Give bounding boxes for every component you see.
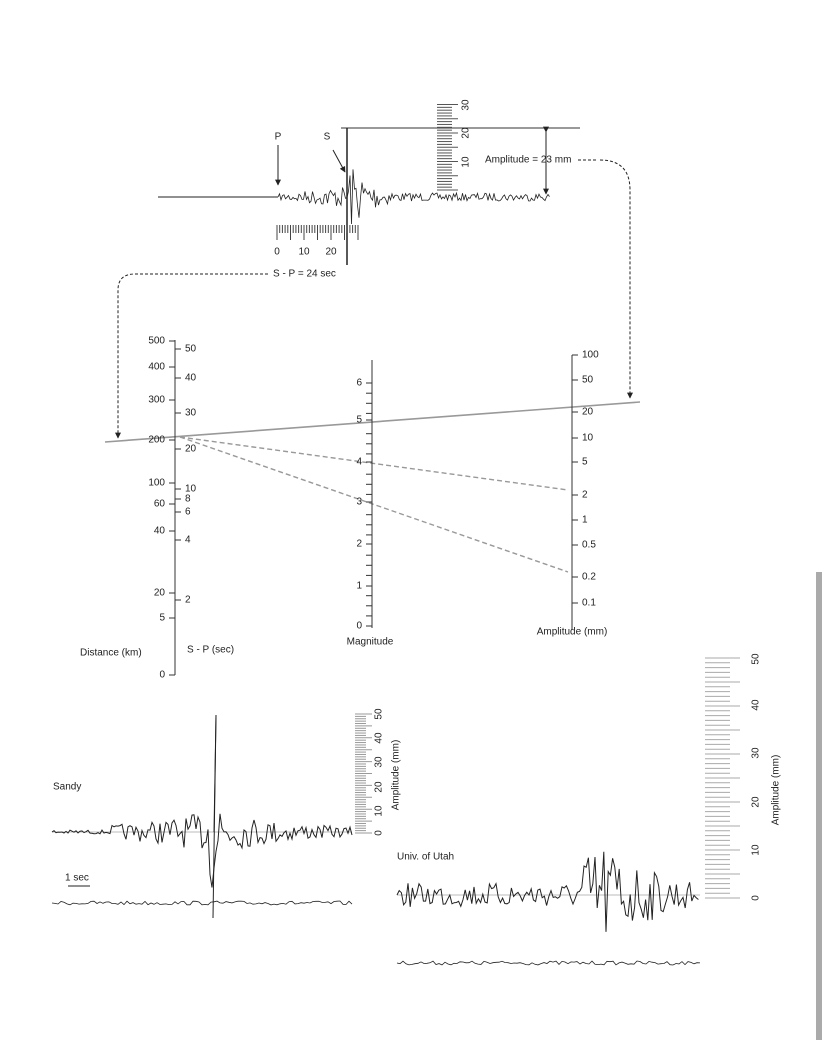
axis-title: Amplitude (mm) xyxy=(771,755,782,826)
scale-label: 5 xyxy=(582,457,588,468)
scale-label: 200 xyxy=(148,435,165,446)
s-arrow xyxy=(332,149,346,173)
example-line xyxy=(179,436,569,573)
scale-label: 0.2 xyxy=(582,572,596,583)
label: Amplitude = 23 mm xyxy=(485,155,571,166)
scale-label: 500 xyxy=(148,336,165,347)
scale-label: 20 xyxy=(154,588,166,599)
scale-label: 40 xyxy=(154,526,166,537)
scale-label: 1 xyxy=(356,581,362,592)
amplitude-tick-label: 10 xyxy=(374,805,385,817)
scale-label: 4 xyxy=(356,457,362,468)
scale-label: 20 xyxy=(582,407,594,418)
label: S - P = 24 sec xyxy=(273,269,336,280)
scale-label: 100 xyxy=(582,350,599,361)
axis-title: Distance (km) xyxy=(80,648,142,659)
amplitude-tick-label: 20 xyxy=(374,781,385,793)
time-trace xyxy=(51,900,353,906)
seismogram-trace xyxy=(396,851,699,932)
scale-label: 40 xyxy=(185,373,197,384)
amplitude-tick-label: 10 xyxy=(461,156,472,168)
amplitude-tick-label: 30 xyxy=(374,756,385,768)
scale-label: 2 xyxy=(185,595,191,606)
scale-label: 400 xyxy=(148,362,165,373)
time-tick-label: 10 xyxy=(298,247,310,258)
time-scale-label: 1 sec xyxy=(65,873,89,884)
scale-label: 0.1 xyxy=(582,598,596,609)
amplitude-tick-label: 40 xyxy=(751,699,762,711)
axis-title: Amplitude (mm) xyxy=(391,740,402,811)
time-tick-label: 20 xyxy=(325,247,337,258)
time-trace xyxy=(396,960,701,966)
label: P xyxy=(275,132,282,143)
axis-title: Amplitude (mm) xyxy=(537,627,608,638)
amplitude-tick-label: 0 xyxy=(751,895,762,901)
amplitude-tick-label: 20 xyxy=(461,127,472,139)
connector xyxy=(599,159,633,399)
amplitude-tick-label: 50 xyxy=(374,708,385,720)
scale-label: 2 xyxy=(356,539,362,550)
scale-label: 20 xyxy=(185,444,197,455)
scrollbar[interactable] xyxy=(816,572,822,1040)
scale-label: 60 xyxy=(154,499,166,510)
scale-label: 1 xyxy=(582,515,588,526)
label: S xyxy=(324,132,331,143)
amplitude-tick-label: 30 xyxy=(751,747,762,759)
scale-label: 8 xyxy=(185,494,191,505)
axis-title: Magnitude xyxy=(347,637,394,648)
scale-label: 2 xyxy=(582,490,588,501)
amplitude-tick-label: 30 xyxy=(461,99,472,111)
scale-label: 30 xyxy=(185,408,197,419)
scale-label: 5 xyxy=(356,415,362,426)
scale-label: 0 xyxy=(356,621,362,632)
scale-label: 10 xyxy=(582,433,594,444)
scale-label: 10 xyxy=(185,484,197,495)
station-name: Univ. of Utah xyxy=(397,852,454,863)
scale-label: 100 xyxy=(148,478,165,489)
station-name: Sandy xyxy=(53,782,81,793)
scale-label: 6 xyxy=(185,507,191,518)
scale-label: 5 xyxy=(159,613,165,624)
amplitude-tick-label: 20 xyxy=(751,796,762,808)
example-line xyxy=(179,436,569,491)
amplitude-tick-label: 40 xyxy=(374,732,385,744)
scale-label: 3 xyxy=(356,497,362,508)
scale-label: 4 xyxy=(185,535,191,546)
connector xyxy=(115,273,268,439)
scale-label: 50 xyxy=(185,344,197,355)
scale-label: 300 xyxy=(148,395,165,406)
seismogram-trace xyxy=(277,169,550,225)
seismogram-trace xyxy=(51,813,353,888)
peak xyxy=(212,714,217,919)
amplitude-tick-label: 50 xyxy=(751,653,762,665)
time-tick-label: 0 xyxy=(274,247,280,258)
scale-label: 0 xyxy=(159,670,165,681)
scale-label: 0.5 xyxy=(582,540,596,551)
scale-label: 6 xyxy=(356,378,362,389)
scale-label: 50 xyxy=(582,375,594,386)
amplitude-tick-label: 0 xyxy=(374,830,385,836)
amplitude-tick-label: 10 xyxy=(751,844,762,856)
axis-title: S - P (sec) xyxy=(187,645,234,656)
